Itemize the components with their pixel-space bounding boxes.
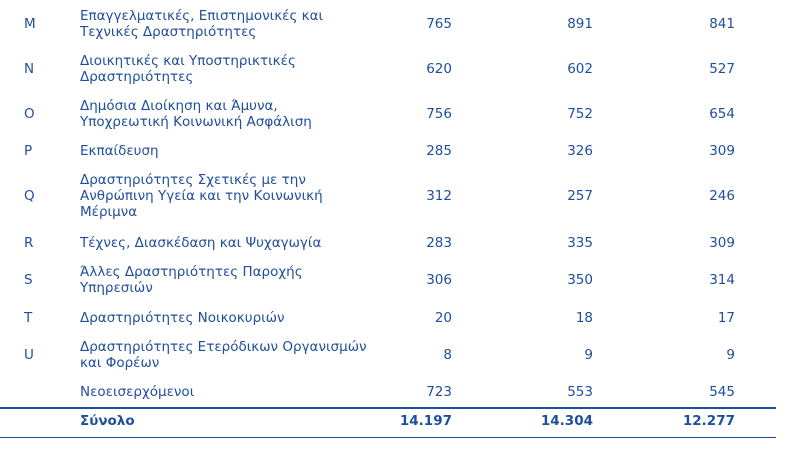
total-value-3: 12.277 bbox=[682, 413, 735, 429]
row-value-3: 9 bbox=[726, 347, 735, 363]
row-value-1: 306 bbox=[426, 272, 452, 288]
row-code: M bbox=[24, 16, 36, 32]
row-value-3: 309 bbox=[709, 235, 735, 251]
row-description: Επαγγελματικές, Επιστημονικές και Τεχνικ… bbox=[80, 8, 324, 40]
row-value-2: 602 bbox=[567, 61, 593, 77]
row-value-3: 17 bbox=[717, 310, 735, 326]
row-code: T bbox=[24, 310, 33, 326]
row-description: Δραστηριότητες Ετερόδικων Οργανισμών και… bbox=[80, 339, 367, 371]
row-value-2: 18 bbox=[575, 310, 593, 326]
row-code: R bbox=[24, 235, 34, 251]
row-description: Δραστηριότητες Νοικοκυριών bbox=[80, 310, 285, 326]
row-value-3: 654 bbox=[709, 106, 735, 122]
row-value-3: 545 bbox=[709, 384, 735, 400]
row-description: Εκπαίδευση bbox=[80, 143, 159, 159]
row-value-1: 285 bbox=[426, 143, 452, 159]
row-value-2: 326 bbox=[567, 143, 593, 159]
row-value-1: 8 bbox=[443, 347, 452, 363]
row-description: Νεοεισερχόμενοι bbox=[80, 384, 195, 400]
row-description: Δραστηριότητες Σχετικές με την Ανθρώπινη… bbox=[80, 172, 323, 220]
row-value-1: 20 bbox=[434, 310, 452, 326]
total-value-2: 14.304 bbox=[540, 413, 593, 429]
row-value-2: 257 bbox=[567, 188, 593, 204]
row-value-3: 246 bbox=[709, 188, 735, 204]
row-value-2: 891 bbox=[567, 16, 593, 32]
row-code: N bbox=[24, 61, 35, 77]
row-description: Τέχνες, Διασκέδαση και Ψυχαγωγία bbox=[80, 235, 322, 251]
row-code: S bbox=[24, 272, 33, 288]
total-value-1: 14.197 bbox=[399, 413, 452, 429]
row-description: Άλλες Δραστηριότητες Παροχής Υπηρεσιών bbox=[80, 264, 303, 296]
bottom-divider bbox=[0, 437, 776, 438]
row-code: U bbox=[24, 347, 34, 363]
row-value-3: 841 bbox=[709, 16, 735, 32]
row-value-1: 620 bbox=[426, 61, 452, 77]
row-value-1: 312 bbox=[426, 188, 452, 204]
row-value-2: 553 bbox=[567, 384, 593, 400]
row-description: Διοικητικές και Υποστηρικτικές Δραστηριό… bbox=[80, 53, 296, 85]
row-value-1: 283 bbox=[426, 235, 452, 251]
row-value-3: 527 bbox=[709, 61, 735, 77]
total-label: Σύνολο bbox=[80, 413, 135, 429]
total-divider bbox=[0, 407, 776, 409]
row-value-2: 335 bbox=[567, 235, 593, 251]
row-code: P bbox=[24, 143, 33, 159]
row-value-3: 309 bbox=[709, 143, 735, 159]
row-code: O bbox=[24, 106, 35, 122]
row-value-1: 765 bbox=[426, 16, 452, 32]
row-value-2: 9 bbox=[584, 347, 593, 363]
row-value-1: 756 bbox=[426, 106, 452, 122]
row-code: Q bbox=[24, 188, 35, 204]
row-value-3: 314 bbox=[709, 272, 735, 288]
row-value-2: 752 bbox=[567, 106, 593, 122]
row-description: Δημόσια Διοίκηση και Άμυνα, Υποχρεωτική … bbox=[80, 98, 312, 130]
row-value-2: 350 bbox=[567, 272, 593, 288]
row-value-1: 723 bbox=[426, 384, 452, 400]
